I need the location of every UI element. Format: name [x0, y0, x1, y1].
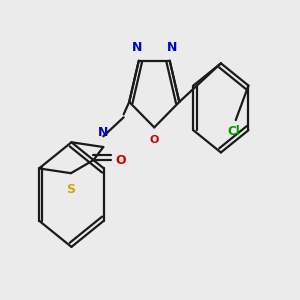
Text: S: S — [66, 183, 75, 196]
Text: Cl: Cl — [227, 125, 240, 139]
Text: N: N — [167, 41, 177, 54]
Text: O: O — [150, 136, 159, 146]
Text: N: N — [98, 126, 108, 139]
Text: N: N — [131, 41, 142, 54]
Text: O: O — [115, 154, 126, 166]
